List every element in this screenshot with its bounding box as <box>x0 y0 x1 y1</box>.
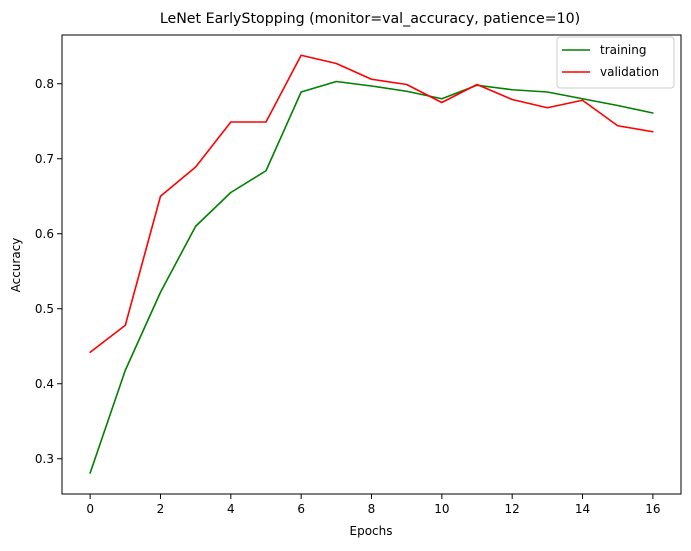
x-tick-label: 12 <box>505 502 520 516</box>
x-tick-label: 4 <box>227 502 235 516</box>
x-tick-label: 0 <box>86 502 94 516</box>
y-tick-label: 0.7 <box>35 152 54 166</box>
y-axis-label: Accuracy <box>9 238 23 293</box>
validation-series-line <box>89 54 654 354</box>
y-tick-label: 0.4 <box>35 377 54 391</box>
x-tick-label: 8 <box>368 502 376 516</box>
x-tick-label: 10 <box>434 502 449 516</box>
legend-label-training: training <box>600 43 647 57</box>
x-ticks-layer: 0 2 4 6 8 10 12 14 16 <box>86 494 661 516</box>
x-tick-label: 2 <box>157 502 165 516</box>
series-lines-layer <box>89 54 654 474</box>
y-tick-label: 0.3 <box>35 452 54 466</box>
chart-title: LeNet EarlyStopping (monitor=val_accurac… <box>160 11 580 27</box>
y-tick-label: 0.5 <box>35 302 54 316</box>
x-axis-label: Epochs <box>350 524 393 538</box>
legend-label-validation: validation <box>600 65 659 79</box>
training-series-line <box>89 80 654 474</box>
y-ticks-layer: 0.3 0.4 0.5 0.6 0.7 0.8 <box>35 77 62 466</box>
x-tick-label: 16 <box>645 502 660 516</box>
chart-legend: training validation <box>556 36 675 89</box>
x-tick-label: 6 <box>297 502 305 516</box>
plot-background <box>62 35 681 494</box>
x-tick-label: 14 <box>575 502 590 516</box>
y-tick-label: 0.8 <box>35 77 54 91</box>
y-tick-label: 0.6 <box>35 227 54 241</box>
plot-area: 0 2 4 6 8 10 12 14 16 0.3 0.4 0.5 0.6 0.7 0.8 <box>35 34 682 516</box>
